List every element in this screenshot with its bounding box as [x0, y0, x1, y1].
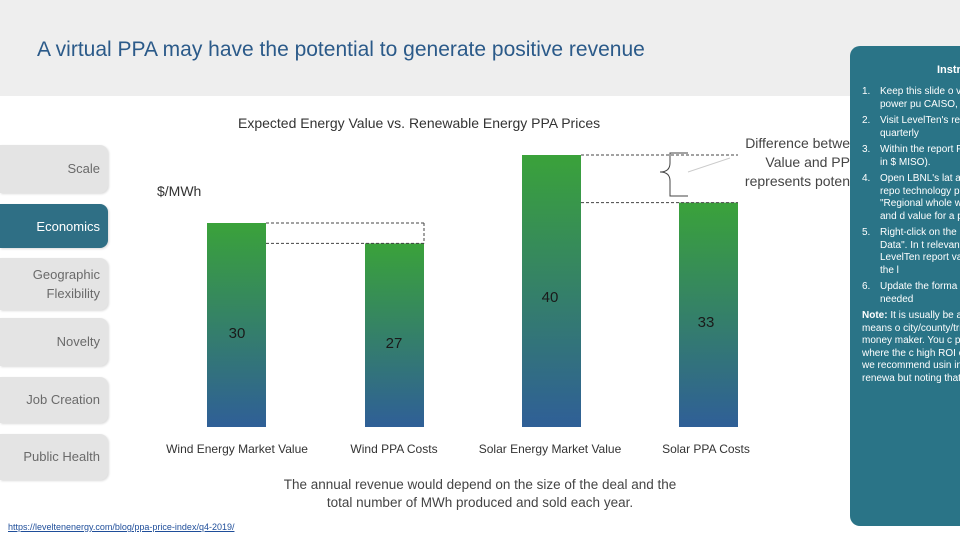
sidebar-item-label: Job Creation	[26, 392, 100, 407]
callout-line: Value and PP	[765, 154, 850, 170]
difference-bracket	[659, 152, 688, 197]
bar-wind-ppa-costs	[365, 243, 424, 427]
sidebar-item-label: Geographic	[32, 267, 100, 282]
chart-title: Expected Energy Value vs. Renewable Ener…	[238, 115, 601, 131]
page-title: A virtual PPA may have the potential to …	[37, 38, 645, 61]
sidebar-item-economics[interactable]: Economics	[0, 204, 108, 248]
note-label: Note:	[862, 310, 888, 321]
instruction-note: Note: It is usually be as the best means…	[850, 310, 960, 385]
instruction-text: Keep this slide o virtual power pu CAISO…	[880, 86, 960, 110]
instruction-text: Update the forma chart as needed	[880, 281, 960, 305]
instruction-text: Visit LevelTen's recent quarterly	[880, 115, 960, 139]
category-label: Solar Energy Market Value	[479, 442, 622, 456]
instruction-item: 2. Visit LevelTen's recent quarterly	[850, 115, 960, 140]
sidebar-item-label: Scale	[67, 161, 100, 176]
instruction-number: 2.	[862, 115, 871, 126]
value-label: 33	[698, 314, 715, 331]
category-label: Wind PPA Costs	[350, 442, 437, 456]
note-text: It is usually be as the best means o cit…	[862, 310, 960, 384]
instruction-number: 1.	[862, 86, 871, 97]
instruction-item: 4. Open LBNL's lat and/or solar repo tec…	[850, 173, 960, 223]
instruction-text: Within the report PPA quotes in $ MISO).	[880, 144, 960, 168]
instruction-number: 3.	[862, 144, 871, 155]
footnote: The annual revenue would depend on the s…	[283, 477, 677, 510]
category-label: Wind Energy Market Value	[166, 442, 308, 456]
instruction-text: Open LBNL's lat and/or solar repo techno…	[880, 173, 960, 222]
sidebar-item-scale[interactable]: Scale	[0, 145, 108, 193]
instruction-item: 3. Within the report PPA quotes in $ MIS…	[850, 144, 960, 169]
callout-line: represents poten	[744, 173, 850, 189]
sidebar-item-job-creation[interactable]: Job Creation	[0, 377, 108, 423]
instructions-panel: Instr 1. Keep this slide o virtual power…	[850, 46, 960, 526]
sidebar-item-label: Flexibility	[46, 286, 100, 301]
value-label: 40	[542, 289, 559, 306]
callout-line: Difference betwe	[745, 135, 850, 151]
instructions-header: Instr	[937, 64, 960, 76]
bar-solar-energy-market-value	[522, 155, 581, 427]
difference-callout: Difference betwe Value and PP represents…	[730, 134, 850, 191]
sidebar-item-label: Public Health	[23, 449, 100, 464]
instruction-item: 6. Update the forma chart as needed	[850, 281, 960, 306]
bar-solar-ppa-costs	[679, 202, 738, 427]
sidebar-item-label: Economics	[36, 219, 100, 234]
value-label: 30	[229, 325, 246, 342]
instruction-text: Right-click on the Excel Data". In t rel…	[880, 227, 960, 276]
category-label: Solar PPA Costs	[662, 442, 750, 456]
instruction-number: 4.	[862, 173, 871, 184]
sidebar-item-geographic-flexibility[interactable]: Geographic Flexibility	[0, 258, 108, 310]
instruction-item: 5. Right-click on the Excel Data". In t …	[850, 227, 960, 277]
instruction-item: 1. Keep this slide o virtual power pu CA…	[850, 86, 960, 111]
instruction-number: 5.	[862, 227, 871, 238]
sidebar-item-public-health[interactable]: Public Health	[0, 434, 108, 480]
title-bar	[0, 0, 960, 96]
callout-leader	[687, 157, 731, 173]
y-axis-unit-label: $/MWh	[157, 183, 202, 199]
bar-wind-energy-market-value	[207, 223, 266, 427]
sidebar-item-novelty[interactable]: Novelty	[0, 318, 108, 366]
value-label: 27	[386, 335, 403, 352]
source-link[interactable]: https://leveltenenergy.com/blog/ppa-pric…	[8, 522, 235, 532]
sidebar-item-label: Novelty	[56, 334, 100, 349]
instruction-number: 6.	[862, 281, 871, 292]
